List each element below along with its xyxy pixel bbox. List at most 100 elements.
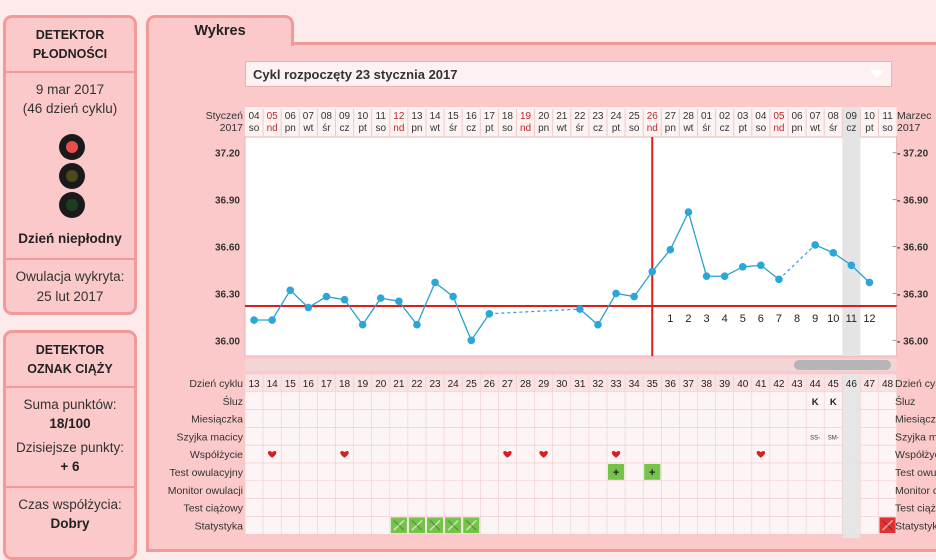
traffic-light-yellow	[59, 163, 85, 189]
day-number: 23	[592, 111, 604, 122]
day-number: 19	[520, 111, 532, 122]
y-tick-left: 36.00	[215, 336, 240, 347]
temperature-point	[358, 320, 367, 329]
day-number: 20	[538, 111, 550, 122]
cycle-day-number: 29	[538, 379, 550, 390]
day-number: 15	[448, 111, 460, 122]
cycle-day-number: 38	[701, 379, 713, 390]
day-name: so	[249, 123, 260, 134]
row-label-right: Miesiączka	[895, 414, 936, 426]
day-name: so	[629, 123, 640, 134]
day-name: cz	[593, 123, 603, 134]
temperature-point	[775, 275, 783, 284]
day-name: śr	[449, 123, 458, 134]
row-label: Test owulacyjny	[169, 467, 243, 479]
day-number: 09	[339, 111, 351, 122]
title-line-2: PŁODNOŚCI	[32, 47, 108, 61]
title-line-1: DETEKTOR	[35, 28, 105, 42]
day-number: 01	[701, 111, 713, 122]
day-number: 16	[466, 111, 478, 122]
points-label: Suma punktów:	[23, 397, 117, 412]
day-number: 02	[719, 111, 731, 122]
post-ovulation-day: 4	[722, 313, 728, 325]
post-ovulation-day: 11	[846, 313, 857, 325]
cycle-day-number: 43	[791, 379, 803, 390]
row-label: Współżycie	[190, 449, 243, 461]
cycle-select[interactable]: Cykl rozpoczęty 23 stycznia 2017	[245, 61, 892, 87]
post-ovulation-day: 7	[776, 313, 782, 325]
temperature-chart: Styczeń2017Marzec201704so05nd06pn07wt08ś…	[168, 107, 936, 538]
day-name: so	[882, 123, 893, 134]
cycle-day-number: 42	[773, 379, 785, 390]
day-name: cz	[466, 123, 476, 134]
stat-hatch	[881, 519, 894, 531]
heart-icon	[539, 450, 548, 458]
day-name: pt	[739, 123, 748, 134]
temperature-point	[612, 289, 620, 298]
day-number: 04	[755, 111, 767, 122]
cycle-day-number: 40	[737, 379, 749, 390]
day-number: 10	[864, 111, 876, 122]
row-label-right: Statystyka	[895, 520, 936, 532]
day-name: pn	[791, 123, 802, 134]
mucus-mark: K	[812, 397, 819, 408]
temperature-line	[814, 244, 870, 283]
row-label: Śluz	[223, 395, 243, 408]
day-name: pn	[285, 123, 296, 134]
fertility-panel-title: DETEKTOR PŁODNOŚCI	[6, 26, 134, 64]
row-label-right: Śluz	[895, 395, 915, 408]
day-number: 18	[502, 111, 514, 122]
row-label: Miesiączka	[191, 414, 243, 426]
day-name: nd	[267, 123, 278, 134]
temperature-point	[467, 336, 476, 345]
mucus-mark: K	[830, 397, 837, 408]
day-name: pn	[665, 123, 676, 134]
year-label-left: 2017	[220, 122, 244, 134]
row-label: Statystyka	[195, 520, 244, 532]
month-label-left: Styczeń	[206, 110, 244, 122]
post-ovulation-day: 10	[827, 313, 839, 325]
cycle-day-number: 30	[556, 379, 568, 390]
post-ovulation-day: 6	[758, 313, 764, 325]
temperature-point	[811, 241, 819, 249]
stat-hatch	[429, 519, 441, 531]
cycle-day-number: 14	[267, 379, 279, 390]
plot-area	[244, 136, 898, 357]
day-name: cz	[846, 123, 856, 134]
day-name: śr	[322, 123, 331, 134]
cycle-day-number: 48	[882, 379, 894, 390]
temperature-point	[702, 272, 711, 281]
day-number: 28	[683, 111, 695, 122]
today-points-label: Dzisiejsze punkty:	[15, 440, 125, 455]
stat-hatch	[882, 519, 894, 531]
day-name: cz	[720, 123, 730, 134]
cervix-mark: SM-	[828, 435, 839, 441]
y-tick-left: 37.20	[215, 149, 240, 160]
cycle-day-number: 21	[393, 379, 405, 390]
heart-icon	[756, 450, 766, 458]
day-number: 24	[610, 111, 622, 122]
stat-hatch	[411, 519, 423, 531]
stat-hatch	[447, 519, 459, 531]
post-ovulation-day: 12	[863, 313, 875, 325]
post-ovulation-day: 2	[685, 313, 691, 325]
scrollbar-thumb[interactable]	[794, 360, 891, 370]
cycle-day-number: 35	[647, 379, 659, 390]
day-name: pn	[411, 123, 422, 134]
day-name: so	[375, 123, 386, 134]
year-label-right: 2017	[897, 122, 921, 134]
cycle-day-number: 41	[755, 379, 767, 390]
tab-chart[interactable]: Wykres	[146, 15, 294, 46]
temperature-point	[684, 208, 693, 216]
day-name: so	[756, 123, 767, 134]
points-value: 18/100	[49, 416, 91, 431]
heart-icon	[340, 450, 349, 458]
day-number: 07	[303, 111, 315, 122]
row-label: Dzień cyklu	[189, 378, 243, 390]
ovulation-test-positive	[608, 464, 625, 480]
temperature-point	[413, 320, 421, 329]
day-number: 03	[737, 111, 749, 122]
post-ovulation-day: 8	[794, 313, 800, 325]
stat-hatch	[465, 519, 477, 531]
day-number: 17	[484, 111, 496, 122]
